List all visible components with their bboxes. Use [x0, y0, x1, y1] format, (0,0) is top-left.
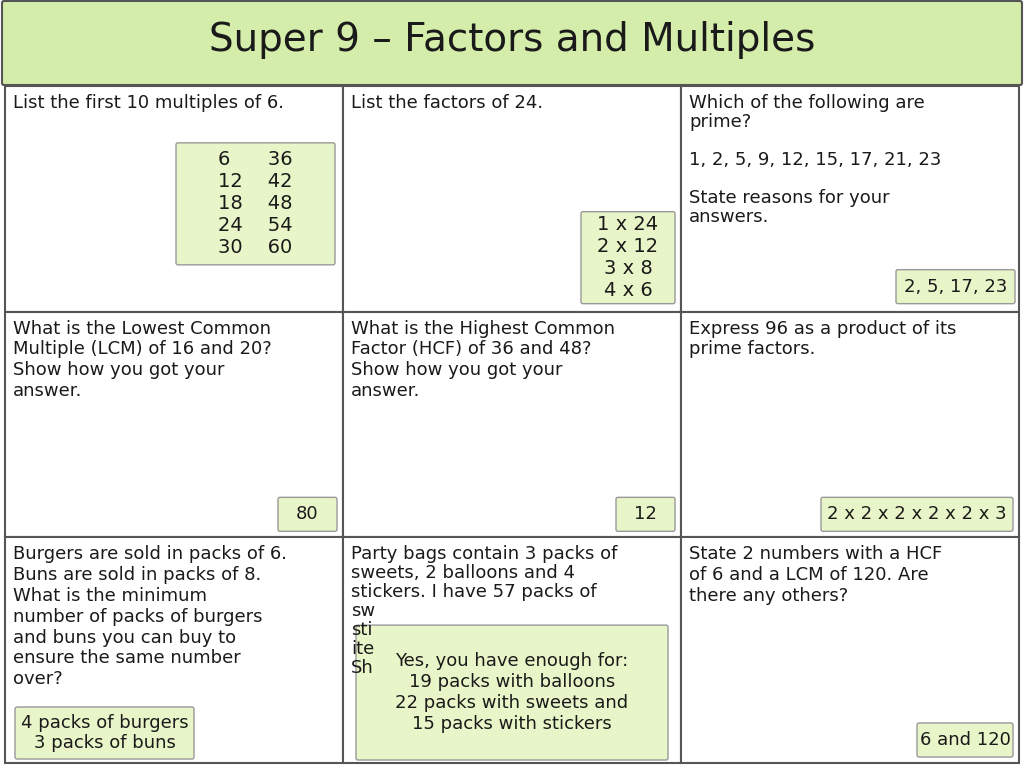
Text: 6 and 120: 6 and 120 — [920, 731, 1011, 749]
FancyBboxPatch shape — [176, 143, 335, 265]
Text: List the first 10 multiples of 6.: List the first 10 multiples of 6. — [13, 94, 284, 112]
Text: Express 96 as a product of its
prime factors.: Express 96 as a product of its prime fac… — [689, 319, 956, 359]
Text: 1, 2, 5, 9, 12, 15, 17, 21, 23: 1, 2, 5, 9, 12, 15, 17, 21, 23 — [689, 151, 941, 169]
Text: 2 x 2 x 2 x 2 x 2 x 3: 2 x 2 x 2 x 2 x 2 x 3 — [827, 505, 1007, 523]
Text: stickers. I have 57 packs of: stickers. I have 57 packs of — [351, 584, 597, 601]
FancyBboxPatch shape — [896, 270, 1015, 303]
Text: sweets, 2 balloons and 4: sweets, 2 balloons and 4 — [351, 564, 575, 582]
FancyBboxPatch shape — [356, 625, 668, 760]
Text: 6      36
12    42
18    48
24    54
30    60: 6 36 12 42 18 48 24 54 30 60 — [218, 151, 293, 257]
Text: Super 9 – Factors and Multiples: Super 9 – Factors and Multiples — [209, 21, 815, 59]
Text: answers.: answers. — [689, 208, 769, 226]
Text: 4 packs of burgers
3 packs of buns: 4 packs of burgers 3 packs of buns — [20, 713, 188, 753]
Text: sw: sw — [351, 602, 375, 621]
Bar — [5, 86, 343, 312]
Bar — [681, 86, 1019, 312]
FancyBboxPatch shape — [918, 723, 1013, 757]
FancyBboxPatch shape — [15, 707, 194, 759]
Text: What is the Highest Common
Factor (HCF) of 36 and 48?
Show how you got your
answ: What is the Highest Common Factor (HCF) … — [351, 319, 615, 400]
Bar — [681, 538, 1019, 763]
FancyBboxPatch shape — [821, 498, 1013, 531]
FancyBboxPatch shape — [2, 1, 1022, 85]
Text: State 2 numbers with a HCF
of 6 and a LCM of 120. Are
there any others?: State 2 numbers with a HCF of 6 and a LC… — [689, 545, 942, 605]
Text: ite: ite — [351, 641, 374, 658]
Text: Burgers are sold in packs of 6.
Buns are sold in packs of 8.
What is the minimum: Burgers are sold in packs of 6. Buns are… — [13, 545, 287, 688]
Bar — [5, 312, 343, 538]
FancyBboxPatch shape — [581, 212, 675, 303]
Text: What is the Lowest Common
Multiple (LCM) of 16 and 20?
Show how you got your
ans: What is the Lowest Common Multiple (LCM)… — [13, 319, 271, 400]
Text: 12: 12 — [634, 505, 657, 523]
FancyBboxPatch shape — [278, 498, 337, 531]
Text: prime?: prime? — [689, 113, 752, 131]
Bar — [343, 312, 681, 538]
Text: List the factors of 24.: List the factors of 24. — [351, 94, 543, 112]
Bar — [343, 538, 681, 763]
Text: 80: 80 — [296, 505, 318, 523]
Text: Party bags contain 3 packs of: Party bags contain 3 packs of — [351, 545, 617, 564]
Text: Yes, you have enough for:
19 packs with balloons
22 packs with sweets and
15 pac: Yes, you have enough for: 19 packs with … — [395, 652, 629, 733]
Text: Sh: Sh — [351, 660, 374, 677]
Bar — [343, 86, 681, 312]
Text: Which of the following are: Which of the following are — [689, 94, 925, 112]
Bar — [5, 538, 343, 763]
Text: State reasons for your: State reasons for your — [689, 189, 890, 207]
Bar — [681, 312, 1019, 538]
Text: 1 x 24
2 x 12
3 x 8
4 x 6: 1 x 24 2 x 12 3 x 8 4 x 6 — [597, 215, 658, 300]
Text: sti: sti — [351, 621, 373, 639]
Text: 2, 5, 17, 23: 2, 5, 17, 23 — [904, 278, 1008, 296]
FancyBboxPatch shape — [616, 498, 675, 531]
